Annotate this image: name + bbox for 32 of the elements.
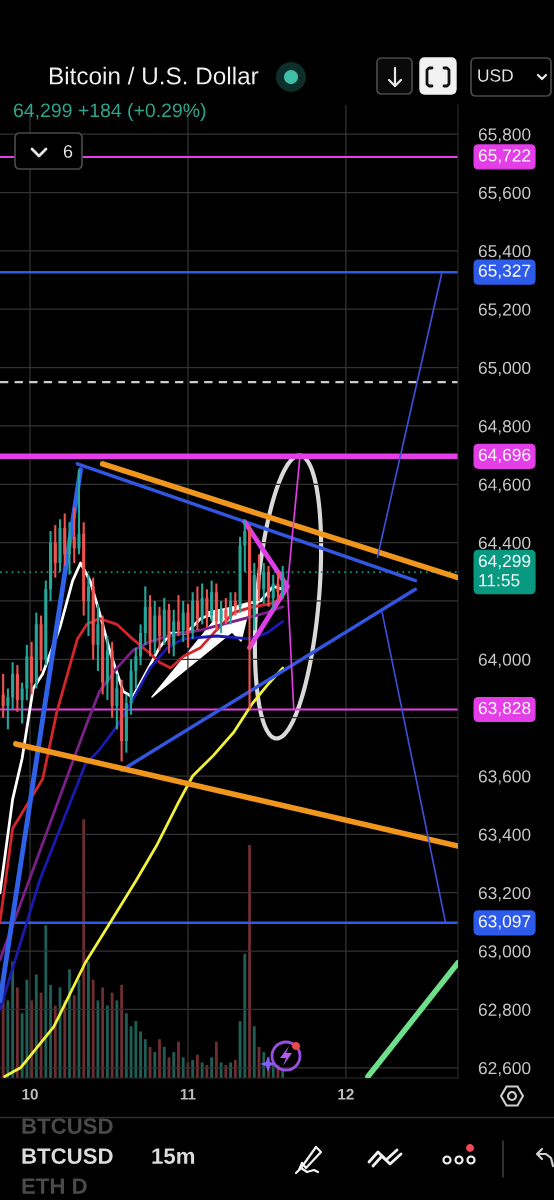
y-tick-label: 62,800	[478, 1003, 531, 1018]
text: BTCUSD	[22, 1148, 113, 1164]
y-tick-label: 65,000	[478, 361, 531, 377]
ref-line-label: 64,299 11:55	[478, 554, 531, 587]
x-tick-label: 12	[338, 1088, 354, 1100]
y-tick-label: 63,400	[478, 828, 531, 843]
y-tick-label: 65,800	[478, 128, 531, 143]
y-tick-label: 62,600	[478, 1061, 531, 1077]
x-tick-label: 10	[22, 1088, 38, 1100]
ref-line-label: 65,722	[478, 149, 531, 164]
y-tick-label: 64,600	[478, 478, 531, 493]
y-tick-label: 63,000	[478, 945, 531, 960]
ref-line-label: 63,828	[478, 701, 531, 717]
x-tick-label: 11	[180, 1088, 196, 1100]
y-tick-label: 63,600	[478, 770, 531, 785]
text: USD	[478, 69, 513, 82]
text: BTCUSD	[22, 1118, 113, 1134]
chart-subtitle: 64,299 +184 (+0.29%)	[13, 102, 206, 122]
chart-title: Bitcoin / U.S. Dollar	[49, 66, 259, 85]
y-tick-label: 64,000	[478, 653, 531, 668]
y-tick-label: 64,800	[478, 420, 531, 435]
text: 15m	[152, 1148, 195, 1164]
y-tick-label: 65,400	[478, 245, 531, 260]
y-tick-label: 65,200	[478, 303, 531, 318]
y-tick-label: 65,600	[478, 186, 531, 202]
annotation: 6	[63, 145, 73, 158]
ref-line-label: 65,327	[478, 264, 531, 279]
text: ETH D	[22, 1178, 87, 1194]
y-tick-label: 63,200	[478, 886, 531, 902]
ref-line-label: 64,696	[478, 448, 531, 463]
y-tick-label: 64,400	[478, 536, 531, 552]
ref-line-label: 63,097	[478, 915, 531, 930]
